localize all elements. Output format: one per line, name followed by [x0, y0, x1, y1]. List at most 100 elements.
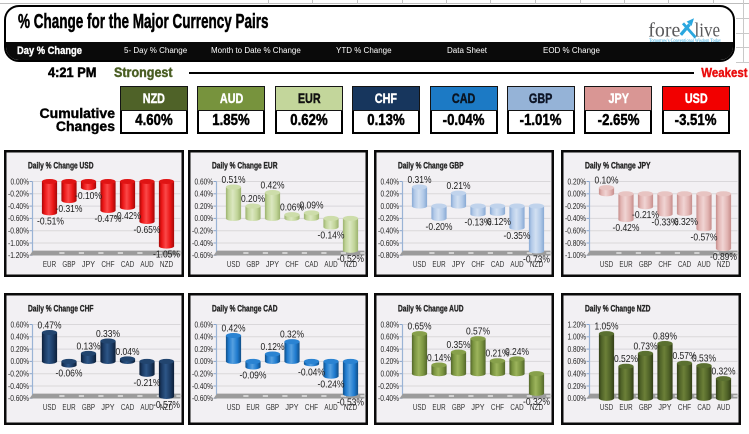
svg-text:-0.57%: -0.57%: [691, 231, 718, 243]
svg-text:CHF: CHF: [678, 402, 691, 412]
svg-text:-0.60%: -0.60%: [192, 251, 213, 260]
svg-text:-0.21%: -0.21%: [134, 377, 161, 389]
svg-text:0.32%: 0.32%: [712, 366, 736, 378]
svg-text:JPY: JPY: [658, 402, 671, 412]
svg-text:0.00%: 0.00%: [381, 202, 400, 211]
svg-text:0.00%: 0.00%: [11, 357, 30, 366]
svg-text:-0.60%: -0.60%: [8, 214, 29, 223]
svg-text:AUD: AUD: [697, 259, 710, 269]
svg-text:GBP: GBP: [266, 402, 279, 412]
svg-text:-0.52%: -0.52%: [337, 253, 364, 265]
svg-text:-0.60%: -0.60%: [565, 227, 586, 236]
svg-text:0.33%: 0.33%: [96, 328, 120, 340]
svg-text:CAD: CAD: [491, 259, 504, 269]
svg-text:-1.00%: -1.00%: [8, 239, 29, 248]
svg-text:0.10%: 0.10%: [595, 175, 619, 187]
svg-text:-0.33%: -0.33%: [652, 217, 679, 229]
svg-text:JPY: JPY: [101, 402, 114, 412]
svg-text:NZD: NZD: [344, 402, 357, 412]
svg-text:-0.09%: -0.09%: [240, 369, 267, 381]
svg-text:USD: USD: [600, 402, 613, 412]
svg-text:CHF: CHF: [305, 402, 318, 412]
svg-text:0.00%: 0.00%: [568, 190, 587, 199]
svg-text:Daily % Change CAD: Daily % Change CAD: [212, 304, 278, 315]
svg-text:JPY: JPY: [452, 259, 465, 269]
svg-text:0.00%: 0.00%: [195, 214, 214, 223]
svg-text:USD: USD: [227, 402, 240, 412]
svg-text:0.20%: 0.20%: [241, 193, 265, 205]
svg-text:-0.47%: -0.47%: [95, 213, 122, 225]
svg-text:0.14%: 0.14%: [427, 352, 451, 364]
svg-text:-0.20%: -0.20%: [8, 370, 29, 379]
svg-text:Daily % Change USD: Daily % Change USD: [28, 161, 94, 172]
svg-text:-0.89%: -0.89%: [710, 251, 737, 263]
svg-text:-1.20%: -1.20%: [8, 251, 29, 260]
svg-text:EUR: EUR: [62, 402, 75, 412]
svg-text:-0.20%: -0.20%: [192, 227, 213, 236]
svg-text:0.40%: 0.40%: [195, 333, 214, 342]
svg-text:-0.80%: -0.80%: [8, 227, 29, 236]
svg-text:0.53%: 0.53%: [692, 353, 716, 365]
svg-text:GBP: GBP: [246, 259, 259, 269]
svg-text:-0.80%: -0.80%: [565, 239, 586, 248]
svg-text:0.60%: 0.60%: [568, 357, 587, 366]
svg-text:EUR: EUR: [619, 402, 632, 412]
svg-text:0.20%: 0.20%: [381, 357, 400, 366]
svg-text:Daily % Change JPY: Daily % Change JPY: [585, 161, 651, 172]
svg-text:0.57%: 0.57%: [673, 350, 697, 362]
svg-text:0.60%: 0.60%: [195, 177, 214, 186]
svg-text:-0.40%: -0.40%: [192, 239, 213, 248]
svg-text:AUD: AUD: [324, 402, 337, 412]
svg-text:0.57%: 0.57%: [466, 326, 490, 338]
svg-text:JPY: JPY: [285, 402, 298, 412]
svg-text:-0.73%: -0.73%: [523, 253, 550, 265]
svg-text:0.31%: 0.31%: [408, 174, 432, 186]
svg-text:CHF: CHF: [491, 402, 504, 412]
svg-text:-0.20%: -0.20%: [192, 370, 213, 379]
svg-text:0.20%: 0.20%: [195, 345, 214, 354]
svg-text:0.42%: 0.42%: [222, 322, 246, 334]
svg-text:CHF: CHF: [471, 259, 484, 269]
svg-text:-0.20%: -0.20%: [426, 221, 453, 233]
svg-text:0.40%: 0.40%: [195, 190, 214, 199]
svg-text:USD: USD: [413, 402, 426, 412]
svg-text:0.52%: 0.52%: [614, 353, 638, 365]
svg-text:fore: fore: [648, 19, 680, 41]
svg-text:NZD: NZD: [160, 402, 173, 412]
svg-text:-0.60%: -0.60%: [192, 394, 213, 403]
svg-text:CAD: CAD: [121, 402, 134, 412]
svg-text:0.06%: 0.06%: [280, 202, 304, 214]
svg-text:EUR: EUR: [619, 259, 632, 269]
svg-text:0.40%: 0.40%: [568, 370, 587, 379]
svg-text:NZD: NZD: [717, 259, 730, 269]
svg-text:-0.32%: -0.32%: [523, 396, 550, 408]
svg-text:AUD: AUD: [140, 259, 153, 269]
svg-text:0.20%: 0.20%: [568, 177, 587, 186]
svg-text:-0.53%: -0.53%: [337, 396, 364, 408]
svg-text:CHF: CHF: [658, 259, 671, 269]
svg-text:JPY: JPY: [471, 402, 484, 412]
svg-text:USD: USD: [600, 259, 613, 269]
svg-text:0.40%: 0.40%: [381, 177, 400, 186]
svg-text:JPY: JPY: [266, 259, 279, 269]
svg-text:-0.40%: -0.40%: [378, 227, 399, 236]
svg-text:Daily % Change EUR: Daily % Change EUR: [212, 161, 278, 172]
svg-text:CAD: CAD: [121, 259, 134, 269]
svg-text:0.20%: 0.20%: [568, 382, 587, 391]
svg-text:0.60%: 0.60%: [195, 320, 214, 329]
svg-text:-1.00%: -1.00%: [565, 251, 586, 260]
svg-text:-0.20%: -0.20%: [8, 190, 29, 199]
svg-text:1.05%: 1.05%: [595, 321, 619, 333]
svg-text:0.51%: 0.51%: [222, 174, 246, 186]
svg-text:-0.51%: -0.51%: [37, 215, 64, 227]
svg-text:-0.20%: -0.20%: [378, 214, 399, 223]
svg-text:USD: USD: [43, 402, 56, 412]
svg-text:0.20%: 0.20%: [11, 345, 30, 354]
svg-text:USD: USD: [413, 259, 426, 269]
svg-text:0.47%: 0.47%: [38, 319, 62, 331]
svg-text:0.32%: 0.32%: [280, 329, 304, 341]
svg-text:0.80%: 0.80%: [568, 345, 587, 354]
svg-text:0.04%: 0.04%: [116, 346, 140, 358]
svg-text:0.21%: 0.21%: [486, 348, 510, 360]
svg-text:AUD: AUD: [140, 402, 153, 412]
